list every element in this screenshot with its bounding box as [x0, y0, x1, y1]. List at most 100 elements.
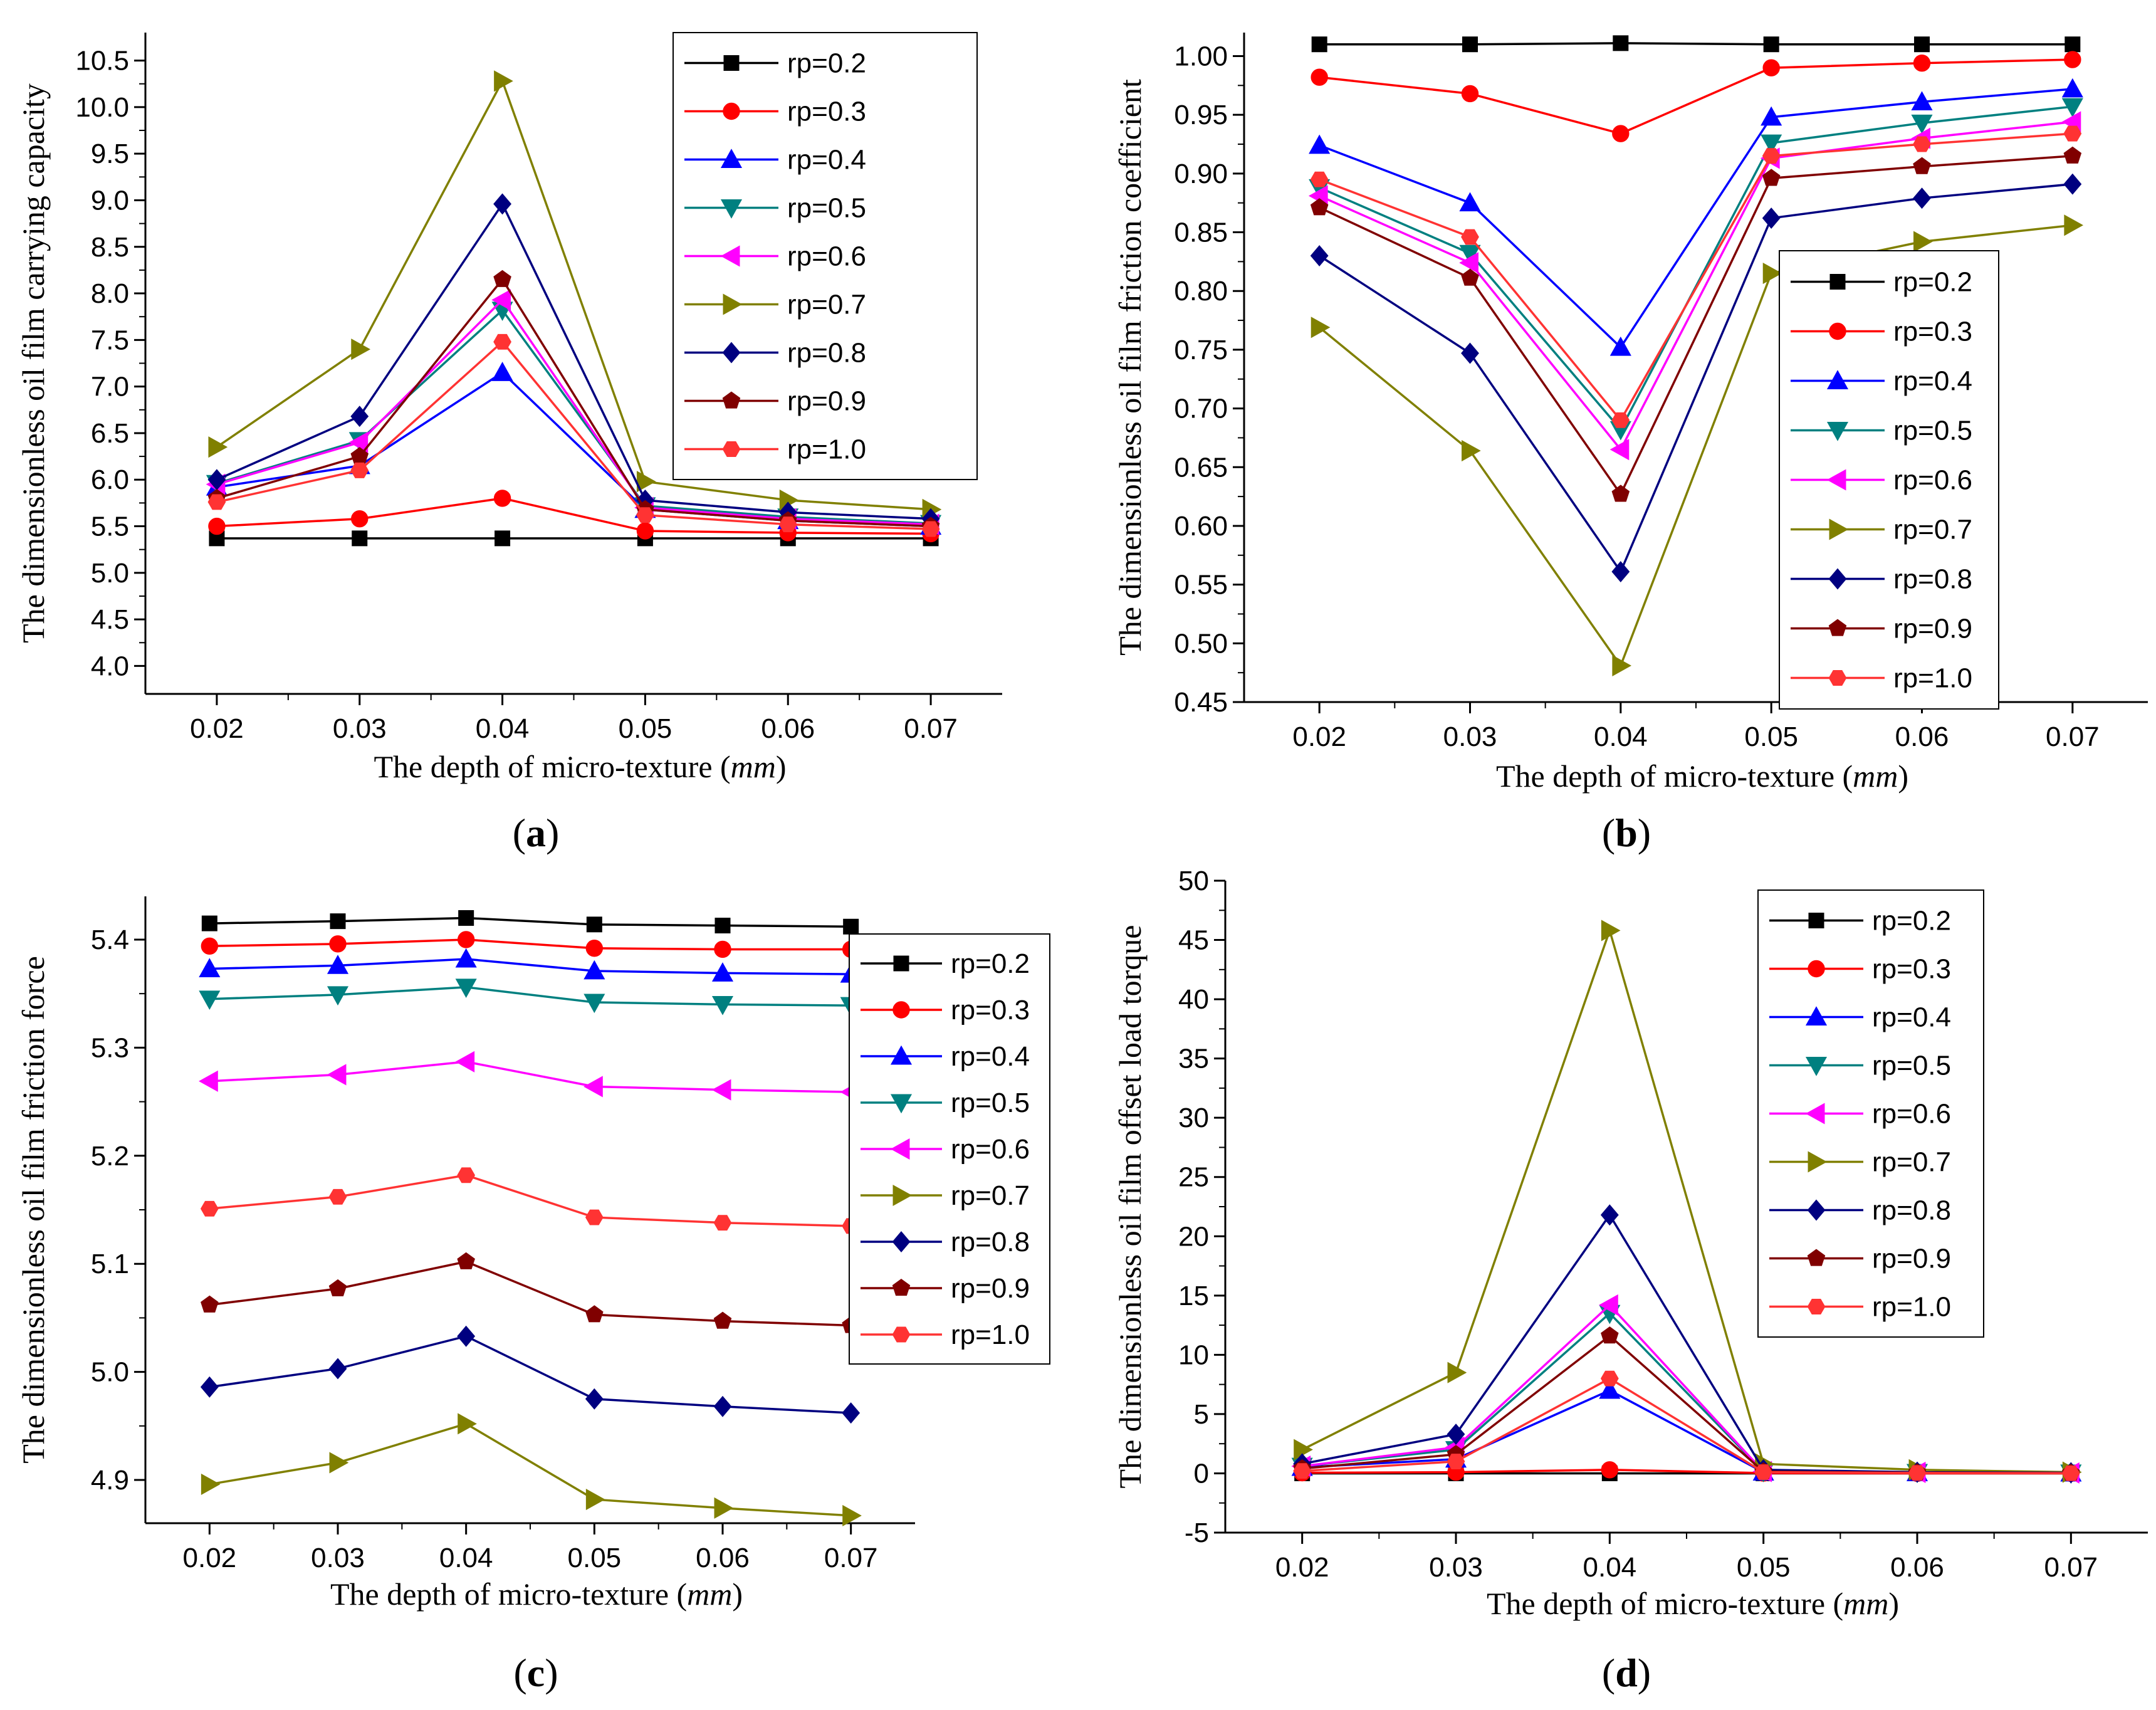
- data-point: [457, 1325, 476, 1347]
- y-tick-label: 7.0: [91, 372, 129, 402]
- y-tick-label: -5: [1185, 1518, 1209, 1548]
- data-point: [1293, 1463, 1312, 1479]
- series-line: [1302, 1377, 2071, 1475]
- legend-label: rp=0.6: [1893, 465, 1972, 496]
- y-tick-label: 5.4: [91, 925, 129, 955]
- series-line: [1319, 42, 2073, 46]
- series-line: [209, 1174, 851, 1227]
- data-point: [458, 910, 474, 926]
- y-tick-label: 8.0: [91, 278, 129, 309]
- series-line: [209, 958, 851, 975]
- series-line: [1319, 88, 2073, 349]
- data-point: [1611, 561, 1630, 582]
- y-tick-label: 5.2: [91, 1141, 129, 1172]
- data-point: [493, 333, 511, 350]
- y-tick-label: 0.65: [1174, 452, 1228, 483]
- x-tick-label: 0.06: [1890, 1552, 1944, 1583]
- data-point: [1599, 1294, 1618, 1316]
- panel-caption-open: (: [1602, 1650, 1615, 1695]
- data-point: [842, 1402, 861, 1424]
- series-rp=1.0: [1293, 1370, 2080, 1481]
- data-point: [1462, 36, 1478, 53]
- y-tick-label: 15: [1178, 1281, 1209, 1311]
- series-line: [216, 201, 931, 520]
- data-point: [1609, 439, 1630, 461]
- y-tick-label: 1.00: [1174, 41, 1228, 71]
- x-tick-label: 0.03: [1429, 1552, 1483, 1583]
- legend-marker: [1807, 1299, 1826, 1314]
- legend-marker: [720, 245, 740, 267]
- y-tick-label: 4.0: [91, 651, 129, 681]
- legend-label: rp=0.8: [1893, 564, 1972, 595]
- x-tick-label: 0.05: [1744, 721, 1798, 752]
- legend-marker: [722, 342, 741, 364]
- legend-marker: [722, 441, 741, 457]
- data-point: [843, 918, 859, 935]
- panel-caption: (c): [513, 1650, 558, 1695]
- series-rp=0.8: [1310, 173, 2082, 582]
- y-tick-label: 4.9: [91, 1465, 129, 1496]
- panel-caption-letter: b: [1615, 810, 1638, 855]
- y-tick-label: 20: [1178, 1221, 1209, 1252]
- legend-label: rp=1.0: [951, 1319, 1030, 1350]
- legend-label: rp=0.9: [787, 386, 866, 417]
- y-tick-label: 0.90: [1174, 159, 1228, 189]
- data-point: [1311, 68, 1328, 86]
- legend-label: rp=0.3: [951, 995, 1030, 1025]
- x-axis-label: The depth of micro-texture (mm): [1496, 758, 1908, 794]
- x-tick-label: 0.02: [1275, 1552, 1329, 1583]
- y-tick-label: 0.70: [1174, 394, 1228, 424]
- legend-marker: [1807, 1249, 1826, 1266]
- data-point: [636, 507, 654, 523]
- y-tick-label: 30: [1178, 1103, 1209, 1133]
- legend-label: rp=0.2: [1893, 267, 1972, 298]
- y-tick-label: 50: [1178, 866, 1209, 896]
- data-point: [329, 935, 347, 953]
- series-line: [216, 308, 931, 525]
- data-point: [329, 1452, 349, 1474]
- y-axis-label: The dimensionless oil film carrying capa…: [16, 83, 51, 643]
- data-point: [1754, 1464, 1773, 1481]
- data-point: [1612, 125, 1630, 142]
- data-point: [2064, 36, 2081, 53]
- data-point: [1311, 36, 1327, 53]
- legend-label: rp=0.8: [951, 1227, 1030, 1257]
- data-point: [457, 1167, 476, 1183]
- data-point: [1447, 1424, 1465, 1445]
- data-point: [328, 1279, 347, 1297]
- data-point: [585, 1489, 605, 1511]
- data-point: [2061, 98, 2083, 118]
- x-tick-label: 0.07: [824, 1543, 878, 1573]
- data-point: [714, 940, 731, 958]
- legend-label: rp=0.3: [1893, 317, 1972, 347]
- legend-marker: [890, 1138, 910, 1160]
- y-tick-label: 9.5: [91, 139, 129, 169]
- series-rp=0.3: [1311, 51, 2081, 142]
- x-tick-label: 0.02: [1292, 721, 1346, 752]
- data-point: [583, 1076, 603, 1098]
- legend-marker: [1808, 1151, 1828, 1173]
- x-axis-label-text: The depth of micro-texture (: [1487, 1586, 1843, 1621]
- x-axis-label-unit: mm: [731, 749, 776, 784]
- data-point: [1447, 1454, 1465, 1469]
- data-point: [1609, 336, 1631, 356]
- legend-label: rp=0.9: [1872, 1244, 1951, 1274]
- legend: rp=0.2 rp=0.3 rp=0.4 rp=0.5 rp=0.6 rp=0.7 rp=0…: [849, 933, 1050, 1365]
- data-point: [330, 913, 346, 930]
- data-point: [352, 530, 368, 547]
- legend-label: rp=0.8: [1872, 1195, 1951, 1226]
- data-point: [583, 960, 605, 980]
- chart-panel-b: 0.45 0.50 0.55 0.60 0.65 0.70 0.75 0.80 0.85 0.90…: [1112, 33, 2148, 855]
- data-point: [2064, 51, 2081, 68]
- panel-caption-letter: d: [1615, 1650, 1638, 1695]
- series-line: [216, 78, 931, 511]
- x-tick-label: 0.06: [696, 1543, 750, 1573]
- data-point: [1913, 187, 1931, 209]
- legend-marker: [1808, 960, 1825, 978]
- x-tick-label: 0.03: [311, 1543, 365, 1573]
- data-point: [494, 70, 513, 92]
- series-rp=0.3: [201, 931, 860, 958]
- series-line: [1319, 120, 2073, 452]
- panel-caption-close: ): [546, 810, 559, 855]
- series-rp=0.7: [201, 1413, 862, 1526]
